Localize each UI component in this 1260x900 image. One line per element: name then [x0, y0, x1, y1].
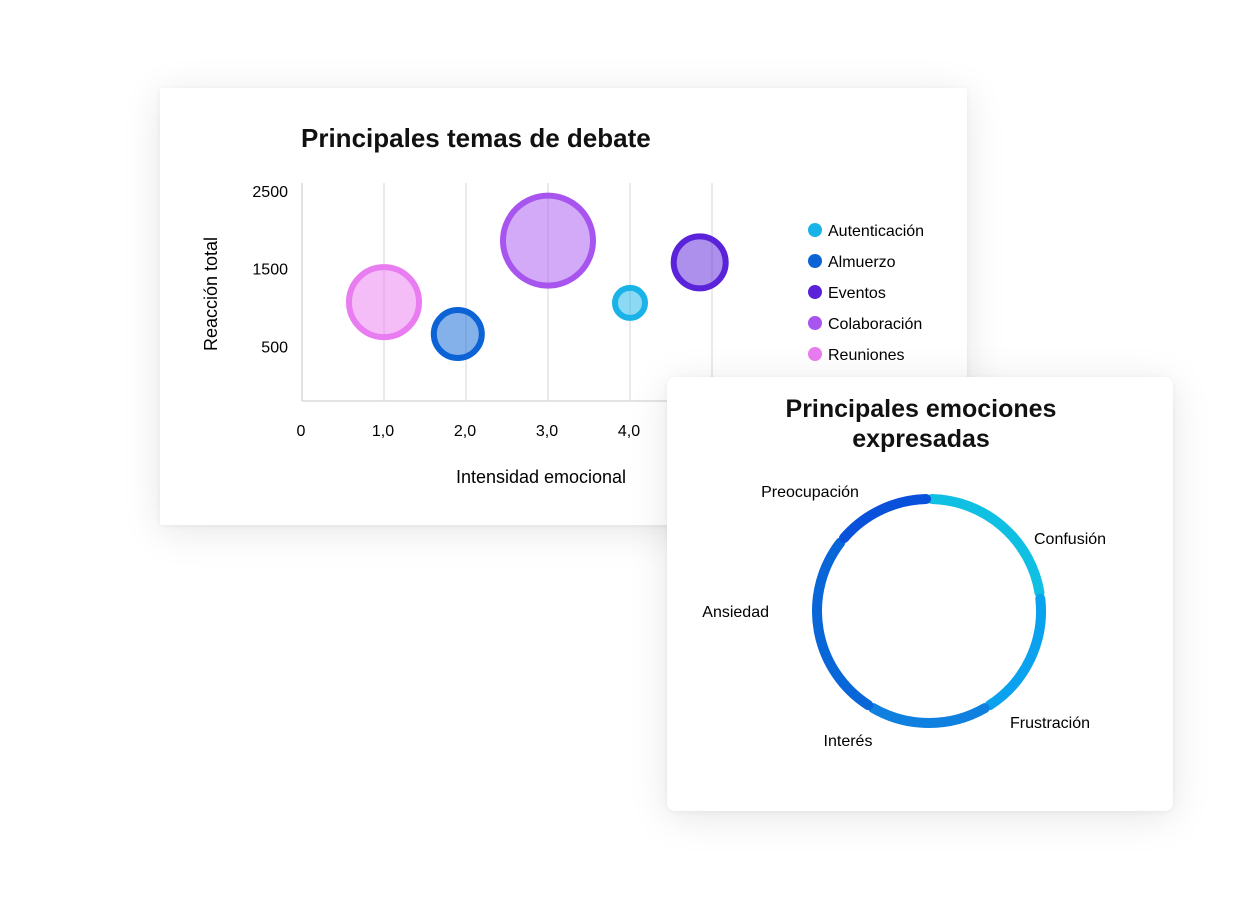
- x-tick-labels: 0 1,0 2,0 3,0 4,0: [297, 423, 641, 440]
- legend-label-reuniones: Reuniones: [828, 347, 905, 364]
- slice-label-frustracion: Frustración: [1010, 715, 1090, 732]
- slice-interes: [868, 703, 990, 728]
- donut-chart: Principales emociones expresadas Confusi…: [702, 395, 1106, 750]
- bubble-chart-title: Principales temas de debate: [301, 123, 651, 153]
- donut-chart-title-line-1: Principales emociones: [786, 395, 1057, 423]
- x-tick-label: 3,0: [536, 423, 558, 440]
- donut-slices: [812, 494, 1046, 728]
- slice-label-confusion: Confusión: [1034, 531, 1106, 548]
- slice-preocupacion: [839, 494, 932, 544]
- y-tick-label: 500: [261, 340, 288, 357]
- x-tick-label: 1,0: [372, 423, 394, 440]
- bubble-chart: Principales temas de debate Reacción tot…: [201, 123, 924, 487]
- slice-confusion: [926, 494, 1045, 598]
- legend-swatch-eventos: [808, 285, 822, 299]
- x-axis-label: Intensidad emocional: [456, 467, 626, 487]
- legend: Autenticación Almuerzo Eventos Colaboración…: [808, 223, 924, 364]
- y-tick-label: 1500: [252, 262, 288, 279]
- slice-label-interes: Interés: [824, 733, 873, 750]
- slice-ansiedad: [812, 537, 874, 711]
- slice-label-ansiedad: Ansiedad: [702, 604, 769, 621]
- bubble-chart-card: Principales temas de debate Reacción tot…: [160, 88, 967, 525]
- bubble-colaboracion: [500, 192, 596, 289]
- legend-swatch-almuerzo: [808, 254, 822, 268]
- y-axis-label: Reacción total: [201, 237, 221, 351]
- y-tick-labels: 2500 1500 500: [252, 184, 288, 357]
- bubble-almuerzo: [430, 307, 485, 362]
- bubble-eventos: [670, 233, 729, 292]
- legend-swatch-autenticacion: [808, 223, 822, 237]
- x-tick-label: 4,0: [618, 423, 640, 440]
- legend-label-almuerzo: Almuerzo: [828, 254, 896, 271]
- bubble-reuniones: [346, 264, 422, 341]
- slice-frustracion: [984, 593, 1046, 711]
- bubble-autenticacion: [612, 284, 648, 321]
- donut-chart-card: Principales emociones expresadas Confusi…: [667, 377, 1173, 811]
- y-tick-label: 2500: [252, 184, 288, 201]
- legend-label-colaboracion: Colaboración: [828, 316, 922, 333]
- donut-chart-title-line-2: expresadas: [852, 425, 990, 453]
- x-tick-label: 0: [297, 423, 306, 440]
- donut-labels: Confusión Frustración Interés Ansiedad Preoc…: [702, 484, 1106, 750]
- legend-label-eventos: Eventos: [828, 285, 886, 302]
- legend-swatch-colaboracion: [808, 316, 822, 330]
- legend-swatch-reuniones: [808, 347, 822, 361]
- legend-label-autenticacion: Autenticación: [828, 223, 924, 240]
- slice-label-preocupacion: Preocupación: [761, 484, 859, 501]
- x-tick-label: 2,0: [454, 423, 476, 440]
- bubble-points: [346, 192, 729, 362]
